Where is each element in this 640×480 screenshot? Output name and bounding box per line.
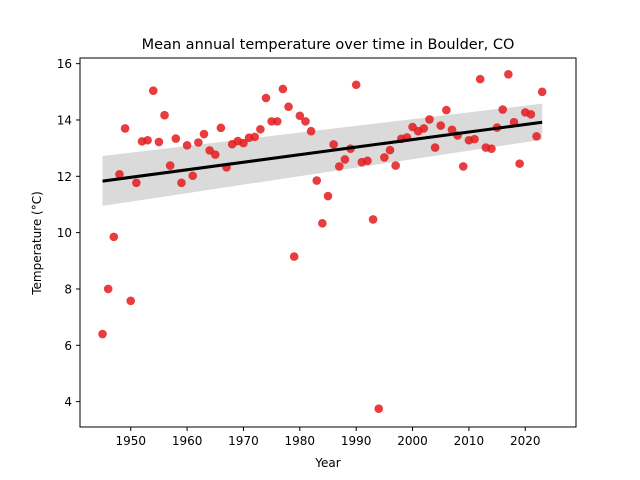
data-point (487, 144, 496, 154)
data-point (301, 117, 310, 126)
data-point (199, 129, 209, 139)
data-point (256, 124, 265, 134)
data-point (391, 161, 400, 170)
y-axis-ticks: 4 6 8 10 12 14 16 (57, 57, 80, 409)
data-point (261, 93, 271, 103)
data-point (419, 124, 429, 133)
data-point (380, 153, 389, 162)
data-point (284, 102, 293, 112)
data-point (504, 70, 513, 79)
data-point (194, 138, 203, 147)
data-point (154, 137, 164, 147)
data-point (115, 170, 124, 179)
y-tick-label: 4 (64, 395, 72, 409)
plot-frame (79, 57, 577, 428)
data-point (334, 162, 344, 171)
data-point (143, 135, 152, 145)
data-point (188, 171, 198, 181)
data-point (323, 191, 333, 201)
data-point (368, 215, 378, 224)
data-point (312, 176, 322, 185)
data-point (351, 80, 361, 90)
data-point (289, 252, 299, 261)
data-point (515, 159, 524, 168)
x-tick-label: 1960 (172, 434, 203, 448)
data-point (278, 84, 288, 94)
x-tick-label: 2010 (454, 434, 485, 448)
x-axis-label: Year (314, 456, 340, 470)
data-point (306, 126, 316, 136)
y-tick-label: 14 (57, 113, 72, 127)
data-point (295, 111, 305, 121)
regression-line (102, 120, 543, 183)
data-point (385, 145, 395, 155)
data-point (447, 125, 457, 135)
data-point (532, 132, 541, 141)
y-axis-label: Temperature (°C) (30, 191, 44, 296)
data-point (165, 161, 175, 170)
data-point (363, 156, 372, 166)
data-point (470, 134, 479, 144)
data-point (272, 117, 282, 126)
y-tick-label: 12 (57, 170, 72, 184)
data-point (340, 155, 350, 164)
data-point (148, 86, 158, 95)
y-tick-label: 16 (57, 57, 72, 71)
x-tick-label: 1950 (115, 434, 146, 448)
data-point (526, 110, 536, 119)
data-point (318, 219, 327, 228)
data-point (171, 134, 181, 143)
data-point (132, 178, 141, 188)
data-point (436, 121, 446, 130)
x-tick-label: 1980 (285, 434, 316, 448)
y-tick-label: 10 (57, 226, 72, 240)
data-point (250, 132, 260, 142)
x-axis-ticks: 1950 1960 1970 1980 1990 2000 2010 2020 (115, 427, 541, 448)
data-point (98, 329, 107, 339)
regression-line-layer (102, 120, 543, 183)
confidence-band (102, 103, 543, 206)
data-point (160, 110, 169, 120)
data-point (120, 124, 130, 133)
y-tick-label: 6 (64, 339, 72, 353)
x-tick-label: 2000 (397, 434, 428, 448)
data-point (329, 140, 338, 149)
x-tick-label: 1990 (341, 434, 372, 448)
data-point (103, 284, 113, 294)
x-tick-label: 2020 (510, 434, 541, 448)
data-point (177, 178, 186, 188)
data-point (109, 232, 119, 242)
data-point (475, 74, 485, 84)
data-point (216, 123, 226, 133)
data-point (210, 150, 220, 159)
data-point (182, 141, 192, 150)
data-point (498, 105, 508, 114)
confidence-band-layer (102, 103, 543, 206)
data-point (442, 105, 451, 115)
data-point (430, 143, 440, 152)
data-point (374, 404, 384, 413)
data-point (239, 138, 248, 148)
data-point (458, 162, 468, 171)
data-point (537, 87, 547, 97)
x-tick-label: 1970 (228, 434, 259, 448)
data-point (425, 115, 434, 124)
y-tick-label: 8 (64, 282, 72, 296)
chart-title: Mean annual temperature over time in Bou… (142, 37, 515, 53)
data-point (126, 296, 136, 306)
